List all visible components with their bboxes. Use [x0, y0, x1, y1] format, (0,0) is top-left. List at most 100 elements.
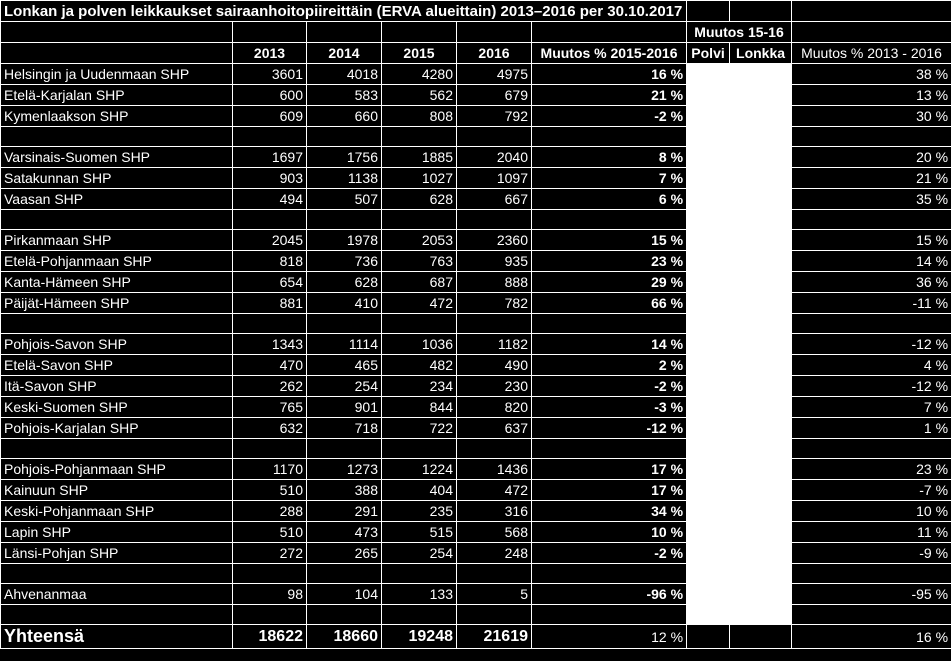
value-2013: 262 — [232, 375, 307, 397]
spacer-cell — [232, 313, 307, 334]
polvi-cell — [686, 333, 731, 355]
spacer-cell — [729, 209, 793, 230]
spacer-cell — [306, 209, 382, 230]
change-1316: 11 % — [791, 521, 951, 543]
col-header-polvi: Polvi — [686, 42, 731, 64]
lonkka-cell — [729, 542, 793, 564]
value-2014: 1114 — [306, 333, 382, 355]
spacer-cell — [456, 313, 532, 334]
spacer-cell — [0, 209, 233, 230]
table-row: Itä-Savon SHP 262 254 234 230 -2 % -12 % — [0, 375, 951, 397]
group-spacer-row — [0, 209, 951, 230]
spacer-cell — [0, 126, 233, 147]
value-2014: 18660 — [306, 624, 382, 649]
value-2015: 472 — [381, 292, 457, 314]
table-row: Päijät-Hämeen SHP 881 410 472 782 66 % -11 % — [0, 292, 951, 314]
polvi-cell — [686, 250, 731, 272]
col-header-change-1516: Muutos % 2015-2016 — [530, 42, 688, 64]
col-header-2015: 2015 — [381, 42, 457, 64]
change-1516: 12 % — [530, 624, 688, 649]
spacer-cell — [456, 438, 532, 459]
change-1316: -11 % — [791, 292, 951, 314]
polvi-cell — [686, 84, 731, 106]
spacer-cell — [791, 604, 951, 625]
value-2014: 901 — [306, 396, 382, 418]
header-row: 2013 2014 2015 2016 Muutos % 2015-2016 P… — [0, 42, 951, 64]
district-name: Lapin SHP — [0, 521, 233, 543]
table-row: Kainuun SHP 510 388 404 472 17 % -7 % — [0, 479, 951, 501]
value-2016: 248 — [456, 542, 532, 564]
table-row: Ahvenanmaa 98 104 133 5 -96 % -95 % — [0, 583, 951, 605]
spacer-cell — [729, 313, 793, 334]
value-2016: 230 — [456, 375, 532, 397]
lonkka-cell — [729, 500, 793, 522]
lonkka-cell — [729, 479, 793, 501]
lonkka-cell — [729, 250, 793, 272]
hdr-empty-2015 — [381, 21, 457, 43]
lonkka-cell — [729, 396, 793, 418]
group-spacer-row — [0, 126, 951, 147]
change-1516: 66 % — [530, 292, 688, 314]
value-2015: 808 — [381, 105, 457, 127]
spacer-cell — [381, 126, 457, 147]
lonkka-cell — [729, 271, 793, 293]
value-2015: 1027 — [381, 167, 457, 189]
spacer-cell — [686, 438, 731, 459]
value-2013: 600 — [232, 84, 307, 106]
value-2016: 2360 — [456, 229, 532, 251]
change-1516: 16 % — [530, 63, 688, 85]
polvi-cell — [686, 417, 731, 439]
change-1516: 15 % — [530, 229, 688, 251]
change-1316: 21 % — [791, 167, 951, 189]
spacer-cell — [456, 126, 532, 147]
polvi-cell — [686, 146, 731, 168]
table-row: Vaasan SHP 494 507 628 667 6 % 35 % — [0, 188, 951, 210]
spacer-cell — [0, 604, 233, 625]
group-spacer-row — [0, 313, 951, 334]
polvi-cell — [686, 583, 731, 605]
change-1516: -2 % — [530, 105, 688, 127]
polvi-cell — [686, 188, 731, 210]
polvi-cell — [686, 105, 731, 127]
value-2014: 291 — [306, 500, 382, 522]
spacer-cell — [381, 604, 457, 625]
value-2014: 388 — [306, 479, 382, 501]
district-name: Keski-Pohjanmaan SHP — [0, 500, 233, 522]
lonkka-cell — [729, 521, 793, 543]
value-2013: 1170 — [232, 458, 307, 480]
district-name: Kanta-Hämeen SHP — [0, 271, 233, 293]
spacer-cell — [381, 438, 457, 459]
table-row: Lapin SHP 510 473 515 568 10 % 11 % — [0, 521, 951, 543]
hdr-empty-2013 — [232, 21, 307, 43]
value-2014: 718 — [306, 417, 382, 439]
spacer-cell — [530, 438, 688, 459]
spacer-cell — [686, 563, 731, 584]
value-2013: 510 — [232, 521, 307, 543]
col-header-change-1316: Muutos % 2013 - 2016 — [791, 42, 951, 64]
spacer-cell — [0, 438, 233, 459]
change-1316: 10 % — [791, 500, 951, 522]
col-header-lonkka: Lonkka — [729, 42, 793, 64]
polvi-cell — [686, 521, 731, 543]
value-2016: 1436 — [456, 458, 532, 480]
district-name: Länsi-Pohjan SHP — [0, 542, 233, 564]
polvi-cell — [686, 458, 731, 480]
change-1516: -12 % — [530, 417, 688, 439]
value-2013: 654 — [232, 271, 307, 293]
value-2014: 473 — [306, 521, 382, 543]
table-row: Pirkanmaan SHP 2045 1978 2053 2360 15 % 15 % — [0, 229, 951, 251]
polvi-cell — [686, 354, 731, 376]
spacer-cell — [381, 563, 457, 584]
table-row: Pohjois-Savon SHP 1343 1114 1036 1182 14 % -12… — [0, 333, 951, 355]
value-2016: 782 — [456, 292, 532, 314]
value-2013: 494 — [232, 188, 307, 210]
change-1316: 23 % — [791, 458, 951, 480]
spacer-cell — [791, 313, 951, 334]
district-name: Kainuun SHP — [0, 479, 233, 501]
polvi-cell — [686, 63, 731, 85]
table-title: Lonkan ja polven leikkaukset sairaanhoit… — [0, 0, 688, 22]
district-name: Pohjois-Karjalan SHP — [0, 417, 233, 439]
title-blank-right — [791, 0, 951, 22]
value-2016: 21619 — [456, 624, 532, 649]
spacer-cell — [306, 604, 382, 625]
